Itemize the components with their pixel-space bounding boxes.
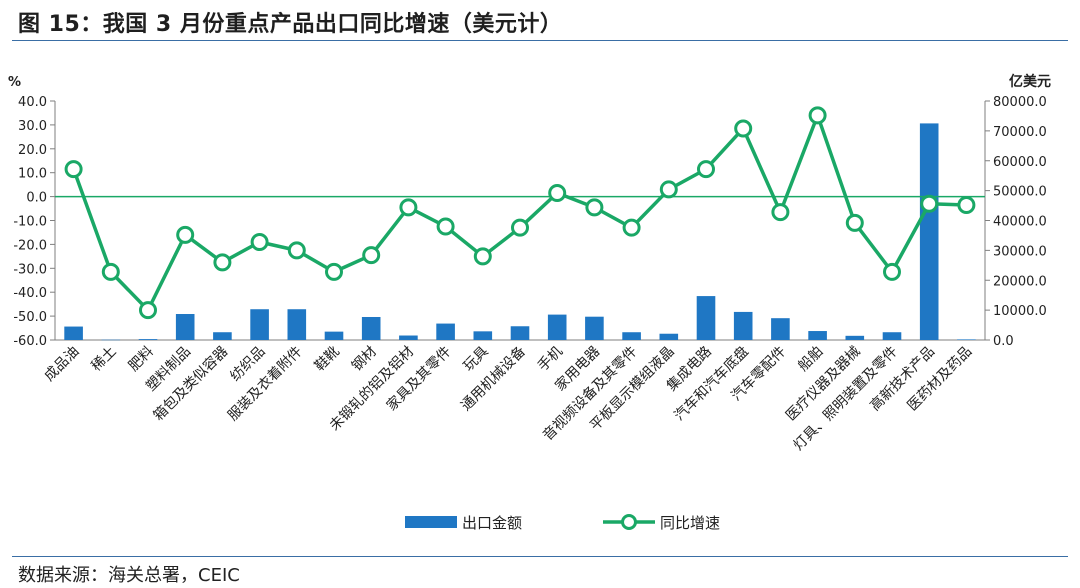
left-tick-label: -30.0 [13, 262, 47, 277]
left-tick-label: 20.0 [18, 143, 47, 158]
legend-label-bar: 出口金额 [462, 514, 522, 532]
line-point-yoy [287, 241, 306, 260]
right-tick-label: 10000.0 [993, 304, 1047, 319]
left-tick-label: -10.0 [13, 215, 47, 230]
line-point-yoy [362, 246, 381, 265]
line-point-yoy [734, 119, 753, 138]
right-tick-label: 0.0 [993, 334, 1014, 349]
category-label: 船舶 [795, 344, 826, 375]
category-label: 肥料 [126, 344, 157, 375]
line-point-yoy [436, 217, 455, 236]
bar-export-value [957, 339, 976, 340]
line-point-yoy [139, 301, 157, 320]
bar-export-value [845, 335, 865, 340]
left-tick-label: 30.0 [18, 119, 47, 134]
line-point-yoy [250, 233, 269, 252]
right-tick-label: 60000.0 [993, 155, 1047, 170]
bar-export-value [324, 331, 344, 340]
bar-export-value [622, 332, 641, 340]
bar-export-value [473, 331, 493, 340]
combo-chart: 40.0 30.0 20.0 10.0 0.0 -10.0 -20.0 -30.0 -40.0 -… [8, 73, 1051, 532]
line-yoy-growth [71, 113, 967, 312]
legend-swatch-bar [405, 516, 457, 528]
line-point-yoy [920, 194, 939, 213]
category-label: 成品油 [41, 344, 82, 385]
line-point-yoy [213, 253, 232, 272]
right-tick-label: 30000.0 [993, 244, 1047, 259]
bar-export-value [361, 316, 381, 340]
left-tick-label: 10.0 [18, 167, 47, 182]
line-point-yoy [548, 184, 567, 203]
line-point-yoy [585, 198, 604, 217]
right-tick-label: 50000.0 [993, 185, 1047, 200]
line-point-yoy [659, 180, 678, 199]
line-point-yoy [101, 262, 120, 281]
line-point-yoy [845, 213, 864, 232]
bar-export-value [510, 326, 530, 340]
left-tick-label: -50.0 [13, 310, 47, 325]
category-label: 玩具 [461, 344, 492, 375]
bar-export-value [436, 323, 455, 340]
line-point-yoy [622, 218, 641, 237]
source-rule [12, 556, 1068, 557]
bar-export-value [808, 331, 827, 340]
category-label: 手机 [535, 344, 566, 375]
bar-export-value [138, 339, 158, 340]
line-point-yoy [808, 106, 827, 125]
title-rule [12, 40, 1068, 41]
line-point-yoy [176, 225, 195, 244]
bar-export-value [287, 309, 307, 340]
figure-title: 图 15：我国 3 月份重点产品出口同比增速（美元计） [18, 12, 563, 37]
bar-export-value [64, 326, 83, 340]
line-point-yoy [883, 262, 901, 281]
bar-export-value [882, 332, 902, 340]
right-tick-label: 20000.0 [993, 274, 1047, 289]
left-tick-label: 0.0 [26, 191, 47, 206]
line-point-yoy [64, 160, 83, 179]
line-point-yoy [957, 195, 976, 214]
line-point-yoy [771, 203, 790, 222]
line-point-yoy [325, 262, 343, 281]
bar-export-value [213, 332, 232, 340]
left-tick-label: -60.0 [13, 334, 47, 349]
bar-export-value [919, 123, 939, 340]
right-tick-label: 80000.0 [993, 95, 1047, 110]
right-tick-label: 40000.0 [993, 215, 1047, 230]
line-point-yoy [697, 160, 715, 179]
bar-export-value [399, 335, 418, 340]
line-point-yoy [511, 218, 529, 237]
category-label: 稀土 [89, 344, 120, 375]
line-point-yoy [473, 247, 492, 266]
left-axis-unit: % [8, 75, 21, 90]
left-tick-label: 40.0 [18, 95, 47, 110]
category-label: 通用机械设备 [457, 343, 528, 414]
source-note: 数据来源：海关总署，CEIC [18, 565, 240, 586]
right-axis-unit: 亿美元 [1009, 73, 1051, 90]
legend-label-line: 同比增速 [660, 514, 720, 532]
category-label: 高新技术产品 [867, 343, 938, 414]
category-label: 钢材 [349, 344, 380, 375]
right-tick-label: 70000.0 [993, 125, 1047, 140]
bar-export-value [585, 316, 604, 340]
legend-swatch-marker [621, 514, 637, 530]
bar-export-value [696, 296, 716, 340]
bar-export-value [771, 318, 790, 340]
line-point-yoy [399, 198, 418, 217]
bar-export-value [250, 309, 269, 340]
category-label: 家具及其零件 [383, 343, 454, 414]
bar-export-value [101, 339, 121, 341]
category-label: 鞋靴 [312, 344, 343, 375]
bar-export-value [733, 311, 753, 340]
bar-export-value [659, 333, 679, 340]
left-tick-label: -40.0 [13, 286, 47, 301]
bar-export-value [547, 314, 567, 340]
bar-export-value [175, 314, 195, 340]
left-tick-label: -20.0 [13, 238, 47, 253]
